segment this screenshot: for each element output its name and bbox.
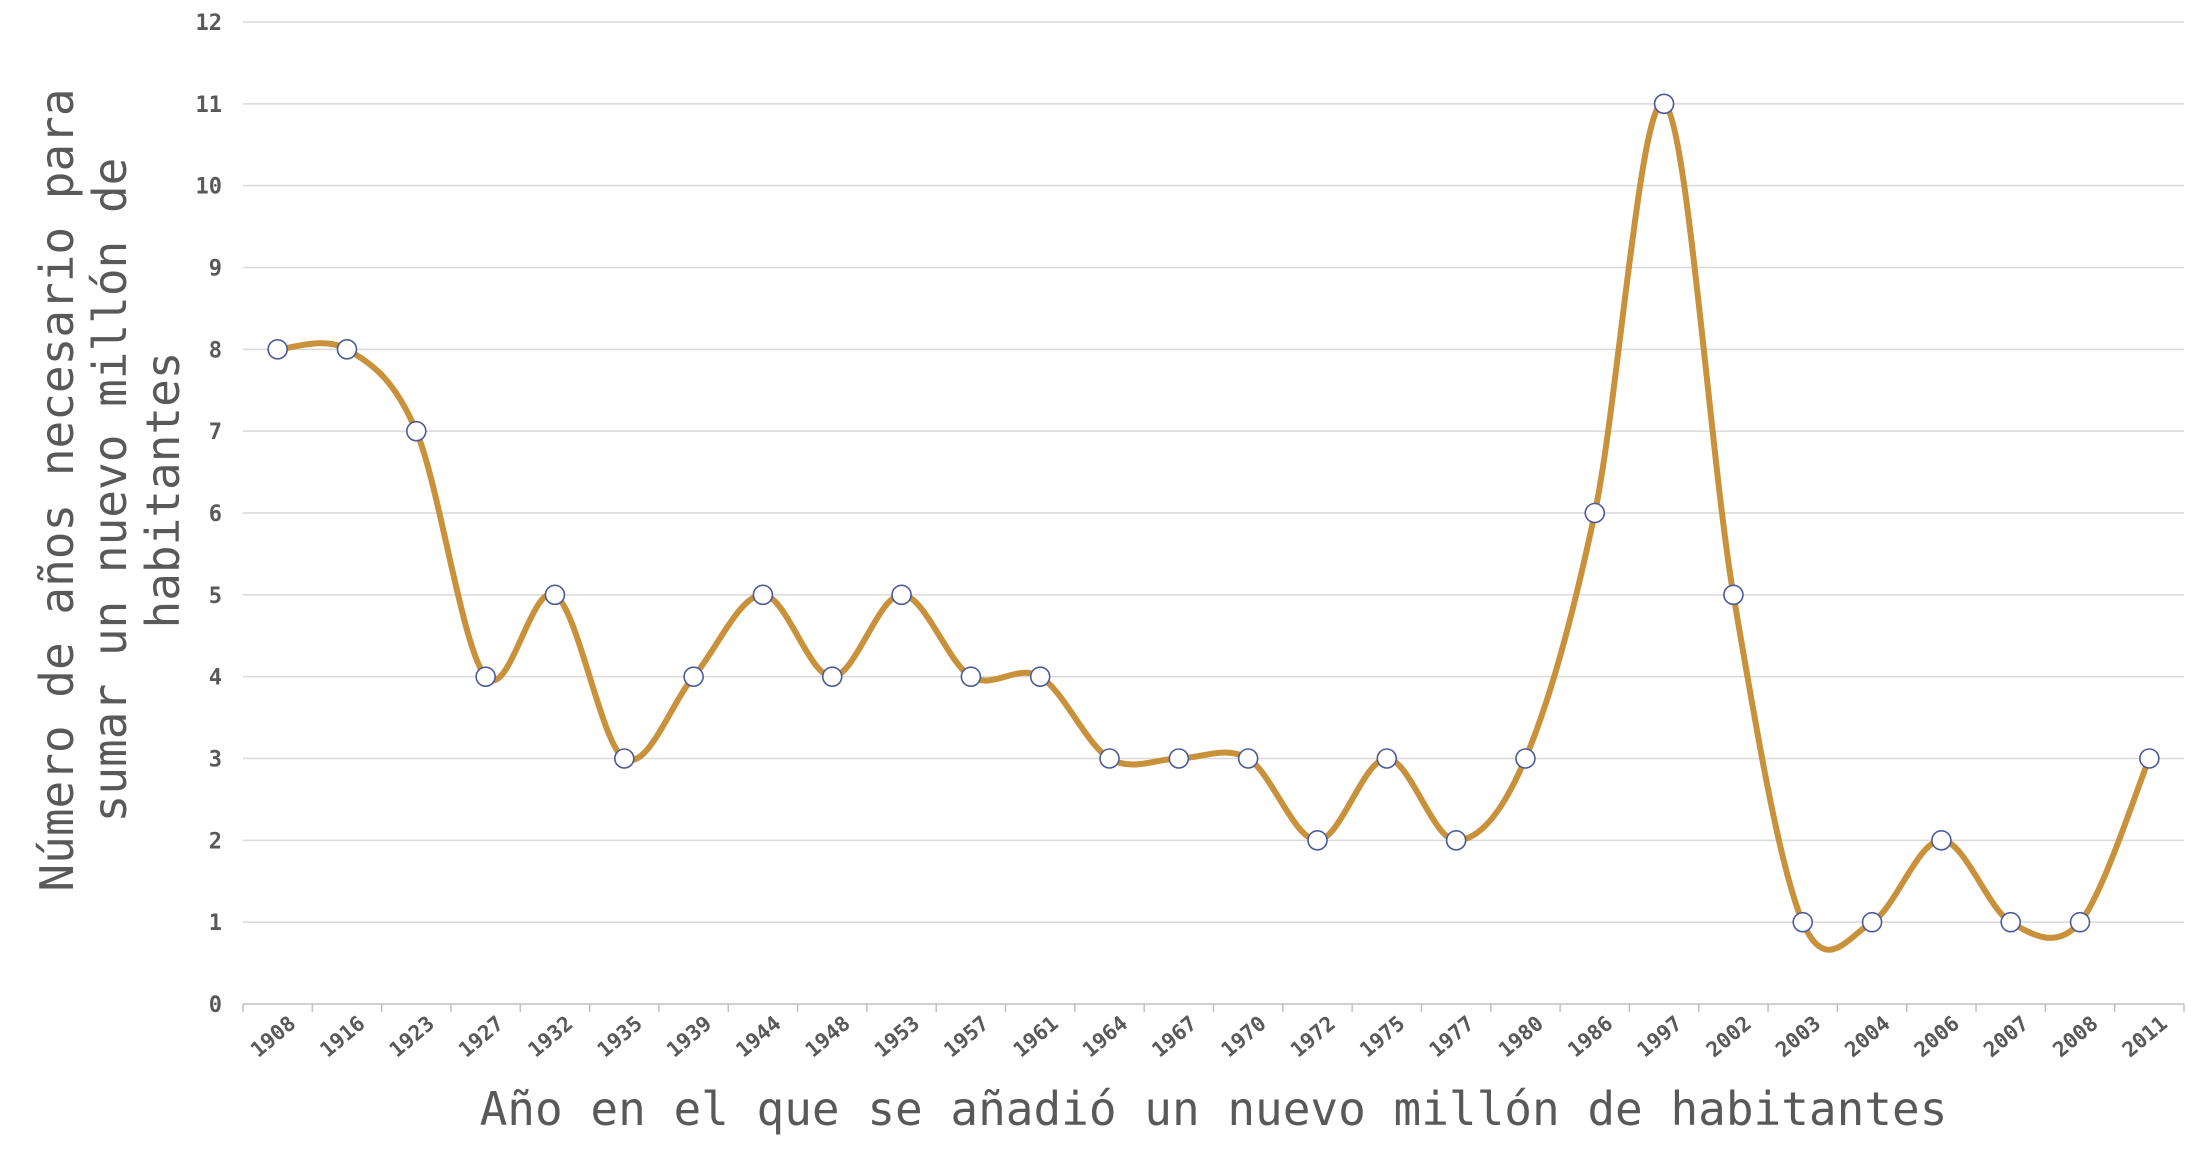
data-point-1986 bbox=[1584, 502, 1606, 524]
data-point-1944 bbox=[752, 584, 774, 606]
data-point-1948 bbox=[821, 666, 843, 687]
y-tick-label: 2 bbox=[209, 829, 222, 854]
x-tick-label: 1970 bbox=[1217, 1011, 1271, 1062]
data-point-1980 bbox=[1515, 748, 1536, 769]
x-tick-label: 1964 bbox=[1078, 1011, 1132, 1062]
x-tick-label: 2008 bbox=[2048, 1011, 2102, 1062]
data-point-1923 bbox=[406, 420, 427, 442]
y-tick-label: 4 bbox=[209, 666, 222, 691]
data-point-1997 bbox=[1653, 93, 1675, 115]
x-tick-label: 1997 bbox=[1633, 1011, 1687, 1062]
y-tick-label: 6 bbox=[209, 502, 222, 527]
data-point-1953 bbox=[891, 584, 912, 606]
x-tick-label: 1935 bbox=[593, 1011, 647, 1062]
x-tick-label: 1967 bbox=[1147, 1011, 1201, 1062]
y-tick-label: 10 bbox=[196, 175, 223, 200]
y-tick-label: 0 bbox=[209, 993, 222, 1018]
data-point-1961 bbox=[1029, 666, 1051, 687]
x-tick-label: 1975 bbox=[1355, 1011, 1409, 1062]
y-tick-label: 8 bbox=[209, 338, 222, 363]
y-tick-label: 3 bbox=[209, 748, 222, 773]
x-tick-label: 1948 bbox=[801, 1011, 855, 1062]
series-layer bbox=[274, 100, 2153, 953]
x-axis bbox=[242, 1003, 2185, 1012]
data-point-2004 bbox=[1861, 911, 1883, 933]
x-axis-title: Año en el que se añadió un nuevo millón … bbox=[480, 1082, 1948, 1136]
x-tick-label: 1939 bbox=[662, 1011, 716, 1062]
gridlines bbox=[243, 21, 2184, 923]
y-tick-label: 11 bbox=[196, 93, 223, 118]
y-tick-label: 12 bbox=[196, 11, 223, 36]
series-line bbox=[274, 100, 2153, 953]
data-point-1935 bbox=[613, 748, 635, 769]
y-axis-title-line: Número de años necesario para bbox=[30, 88, 84, 891]
x-tick-label: 2002 bbox=[1702, 1011, 1756, 1062]
x-tick-label: 1944 bbox=[731, 1011, 785, 1062]
x-tick-label: 2007 bbox=[1979, 1011, 2033, 1062]
data-point-1977 bbox=[1445, 830, 1467, 851]
x-tick-label: 2011 bbox=[2118, 1011, 2172, 1062]
data-point-2008 bbox=[2069, 911, 2091, 933]
data-point-1967 bbox=[1168, 748, 1190, 769]
data-point-2006 bbox=[1931, 830, 1952, 851]
data-point-1927 bbox=[475, 666, 496, 687]
x-tick-label: 1961 bbox=[1009, 1011, 1063, 1062]
x-tick-label: 1923 bbox=[385, 1011, 439, 1062]
data-point-1975 bbox=[1376, 748, 1398, 769]
x-tick-label: 2003 bbox=[1771, 1011, 1825, 1062]
x-tick-label: 1932 bbox=[523, 1011, 577, 1062]
data-point-1970 bbox=[1237, 748, 1259, 769]
y-tick-label: 1 bbox=[209, 911, 222, 936]
y-axis-title-line: habitantes bbox=[136, 352, 190, 629]
y-tick-label: 9 bbox=[209, 257, 222, 282]
data-point-2007 bbox=[2000, 911, 2021, 933]
x-tick-label: 2004 bbox=[1840, 1011, 1894, 1062]
x-tick-label: 1916 bbox=[315, 1011, 369, 1062]
x-tick-label: 1972 bbox=[1286, 1011, 1340, 1062]
data-point-1964 bbox=[1099, 748, 1120, 769]
x-tick-label: 1957 bbox=[939, 1011, 993, 1062]
data-point-1939 bbox=[683, 666, 704, 687]
data-point-1908 bbox=[267, 339, 288, 360]
data-point-1972 bbox=[1307, 830, 1328, 851]
x-tick-label: 1908 bbox=[246, 1011, 300, 1062]
data-point-1916 bbox=[336, 339, 358, 360]
x-tick-label: 1953 bbox=[870, 1011, 924, 1062]
x-tick-label: 1927 bbox=[454, 1011, 508, 1062]
data-point-2011 bbox=[2139, 748, 2160, 769]
data-point-2003 bbox=[1792, 911, 1814, 933]
y-axis-title-line: sumar un nuevo millón de bbox=[83, 158, 137, 823]
x-axis-tick-labels: 1908 1916 1923 1927 1932 1935 1939 1944 1948 1953… bbox=[246, 1011, 2172, 1062]
y-tick-label: 7 bbox=[209, 420, 222, 445]
x-tick-label: 2006 bbox=[1910, 1011, 1964, 1062]
data-point-markers bbox=[267, 93, 2160, 933]
x-tick-label: 1986 bbox=[1563, 1011, 1617, 1062]
y-tick-label: 5 bbox=[209, 584, 222, 609]
data-point-1957 bbox=[960, 666, 982, 687]
y-axis-title: Número de años necesario parasumar un nu… bbox=[30, 88, 190, 891]
data-point-2002 bbox=[1723, 584, 1744, 606]
x-tick-label: 1977 bbox=[1425, 1011, 1479, 1062]
data-point-1932 bbox=[544, 584, 566, 606]
x-tick-label: 1980 bbox=[1494, 1011, 1548, 1062]
